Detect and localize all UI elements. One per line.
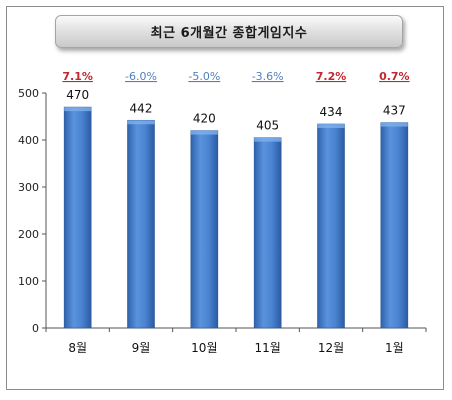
value-label: 442 <box>130 101 153 115</box>
bar-cap <box>127 120 155 125</box>
y-tick-label: 500 <box>18 87 39 100</box>
change-label: 7.1% <box>62 70 93 83</box>
change-label: 7.2% <box>316 70 347 83</box>
x-tick-label: 1월 <box>385 341 404 355</box>
y-tick-label: 0 <box>32 322 39 335</box>
chart-axes: 0 100 200 300 400 500 <box>18 87 427 335</box>
bar <box>253 137 282 329</box>
bar-cap <box>190 130 218 135</box>
chart-title: 최근 6개월간 종합게임지수 <box>55 15 403 48</box>
change-label: -3.6% <box>252 70 284 83</box>
value-label: 434 <box>320 105 343 119</box>
bar-cap <box>317 124 345 129</box>
bar <box>127 119 155 329</box>
x-tick-label: 11월 <box>255 341 281 355</box>
value-label: 470 <box>66 88 89 102</box>
bar-cap <box>254 137 282 142</box>
bar <box>190 130 219 329</box>
change-label: -6.0% <box>125 70 157 83</box>
change-label: -5.0% <box>188 70 220 83</box>
chart-labels: 470 7.1% 8월 442 -6.0% 9월 420 -5.0% 10월 405 -3.6% 11… <box>62 70 409 355</box>
y-tick-label: 400 <box>18 134 39 147</box>
bar-cap <box>380 122 408 127</box>
bar <box>317 123 345 329</box>
change-label: 0.7% <box>379 70 410 83</box>
bar <box>380 122 409 329</box>
y-tick-label: 100 <box>18 275 39 288</box>
x-tick-label: 8월 <box>68 341 87 355</box>
y-tick-label: 200 <box>18 228 39 241</box>
value-label: 437 <box>383 104 406 118</box>
bar <box>63 106 92 329</box>
bar-cap <box>64 107 92 112</box>
y-tick-label: 300 <box>18 181 39 194</box>
x-tick-label: 9월 <box>132 341 151 355</box>
x-tick-label: 12월 <box>318 341 344 355</box>
chart-bars <box>63 106 409 329</box>
x-tick-label: 10월 <box>191 341 217 355</box>
value-label: 405 <box>256 119 279 133</box>
value-label: 420 <box>193 112 216 126</box>
